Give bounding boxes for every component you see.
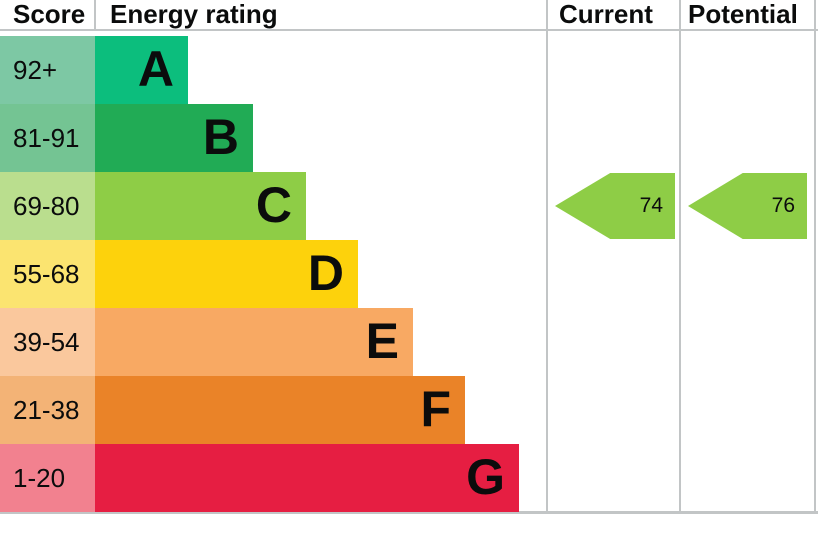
band-row-a: 92+ A	[0, 36, 820, 104]
band-row-g: 1-20 G	[0, 444, 820, 512]
band-letter-g: G	[466, 449, 505, 505]
rating-bar-g: G	[95, 444, 519, 512]
score-range-f: 21-38	[0, 376, 95, 444]
rating-bar-d: D	[95, 240, 358, 308]
rating-bar-e: E	[95, 308, 413, 376]
current-rating-value: 74	[639, 194, 663, 217]
rating-bar-c: C	[95, 172, 306, 240]
band-letter-c: C	[255, 177, 292, 233]
rating-bar-b: B	[95, 104, 253, 172]
potential-rating-value: 76	[771, 194, 795, 217]
band-letter-d: D	[307, 245, 344, 301]
rating-bar-f: F	[95, 376, 465, 444]
band-letter-e: E	[365, 313, 399, 369]
score-column-header: Score	[13, 0, 86, 29]
current-rating-arrow: 74	[555, 173, 675, 239]
band-row-e: 39-54 E	[0, 308, 820, 376]
band-letter-f: F	[420, 381, 451, 437]
score-range-c: 69-80	[0, 172, 95, 240]
band-row-c: 69-80 C	[0, 172, 820, 240]
band-letter-a: A	[137, 41, 174, 97]
score-range-a: 92+	[0, 36, 95, 104]
score-column-divider	[94, 0, 96, 29]
band-row-f: 21-38 F	[0, 376, 820, 444]
band-row-b: 81-91 B	[0, 104, 820, 172]
current-column-divider	[546, 0, 548, 512]
energy-rating-column-header: Energy rating	[110, 0, 278, 29]
chart-bottom-line	[0, 511, 818, 514]
rating-bar-a: A	[95, 36, 188, 104]
potential-column-header: Potential	[688, 0, 798, 29]
potential-rating-arrow: 76	[688, 173, 807, 239]
right-border-line	[814, 0, 816, 512]
band-row-d: 55-68 D	[0, 240, 820, 308]
score-range-e: 39-54	[0, 308, 95, 376]
header-underline	[0, 29, 818, 31]
potential-column-divider	[679, 0, 681, 512]
score-range-d: 55-68	[0, 240, 95, 308]
score-range-b: 81-91	[0, 104, 95, 172]
band-letter-b: B	[202, 109, 239, 165]
score-range-g: 1-20	[0, 444, 95, 512]
current-column-header: Current	[559, 0, 653, 29]
